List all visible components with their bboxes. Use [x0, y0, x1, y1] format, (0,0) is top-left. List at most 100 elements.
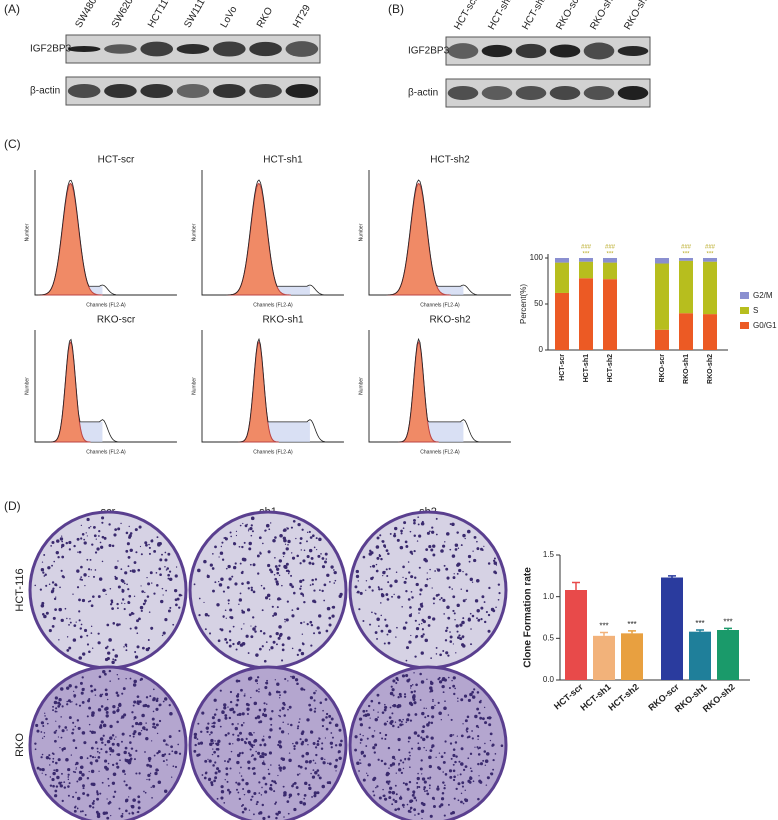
colony: [299, 587, 302, 590]
colony: [49, 784, 53, 787]
colony: [324, 737, 326, 739]
histogram-title: RKO-scr: [97, 315, 136, 326]
colony: [42, 724, 45, 727]
colony: [377, 711, 379, 713]
band: [67, 45, 101, 53]
colony: [471, 730, 473, 732]
colony: [316, 769, 320, 772]
colony: [366, 772, 368, 774]
colony: [460, 800, 463, 804]
colony: [300, 651, 305, 656]
colony: [81, 598, 86, 603]
colony: [229, 616, 232, 619]
colony: [147, 639, 150, 641]
y-tick-label: 1.5: [543, 550, 555, 559]
colony: [312, 742, 316, 746]
axis-label: Channels (FL2-A): [253, 302, 293, 308]
colony: [227, 788, 230, 792]
colony: [365, 745, 368, 747]
colony: [54, 608, 57, 612]
colony: [405, 621, 408, 624]
colony: [441, 676, 446, 681]
colony: [385, 593, 389, 596]
colony: [423, 557, 427, 562]
colony: [374, 631, 378, 634]
colony: [391, 688, 395, 692]
colony: [55, 785, 59, 788]
colony: [259, 811, 263, 815]
colony: [384, 570, 386, 573]
colony: [494, 571, 498, 575]
histogram-curve: [35, 338, 176, 443]
colony: [476, 547, 480, 551]
axis-label: Channels (FL2-A): [420, 302, 460, 308]
colony: [95, 810, 99, 814]
colony: [178, 606, 181, 609]
colony: [51, 625, 55, 628]
colony: [144, 791, 147, 794]
colony: [125, 531, 129, 535]
colony: [435, 533, 438, 536]
colony: [414, 713, 418, 716]
colony: [158, 567, 162, 571]
colony: [61, 705, 64, 708]
band: [212, 41, 246, 57]
significance: ***: [599, 622, 608, 631]
colony: [241, 712, 245, 716]
colony: [312, 599, 316, 603]
colony: [117, 706, 120, 709]
colony: [320, 553, 322, 555]
colony: [397, 807, 401, 811]
colony: [206, 730, 209, 734]
colony: [221, 710, 224, 712]
colony: [384, 703, 386, 706]
colony: [382, 575, 384, 577]
colony: [276, 571, 280, 575]
colony: [227, 706, 229, 708]
colony: [157, 780, 162, 784]
colony: [296, 773, 300, 776]
colony: [417, 742, 420, 745]
colony: [472, 780, 475, 783]
colony: [297, 764, 301, 768]
colony: [251, 734, 253, 736]
colony: [56, 775, 60, 780]
colony: [218, 556, 220, 558]
colony: [372, 746, 376, 750]
colony: [412, 790, 416, 794]
colony: [310, 623, 314, 627]
colony: [363, 754, 367, 758]
legend-swatch: [740, 307, 749, 314]
colony: [252, 627, 256, 631]
colony: [140, 609, 143, 612]
colony: [287, 708, 289, 711]
colony: [263, 760, 265, 762]
colony: [410, 684, 413, 688]
colony: [279, 769, 282, 772]
colony: [98, 530, 101, 533]
colony: [137, 568, 141, 572]
colony: [48, 757, 51, 760]
colony: [144, 751, 146, 753]
colony: [75, 791, 77, 794]
colony: [86, 517, 90, 522]
colony: [104, 672, 107, 676]
colony: [458, 568, 462, 573]
colony: [379, 602, 382, 604]
colony: [252, 563, 256, 567]
band: [140, 84, 174, 98]
colony: [203, 776, 207, 780]
colony: [117, 744, 120, 747]
band: [447, 43, 479, 59]
colony: [243, 722, 245, 724]
colony: [279, 694, 281, 697]
colony: [447, 714, 450, 716]
colony: [88, 770, 90, 773]
colony: [217, 639, 221, 643]
colony: [201, 711, 205, 715]
colony: [449, 775, 453, 779]
colony: [309, 708, 313, 712]
colony: [240, 805, 243, 807]
colony: [67, 773, 70, 776]
colony: [261, 755, 265, 759]
